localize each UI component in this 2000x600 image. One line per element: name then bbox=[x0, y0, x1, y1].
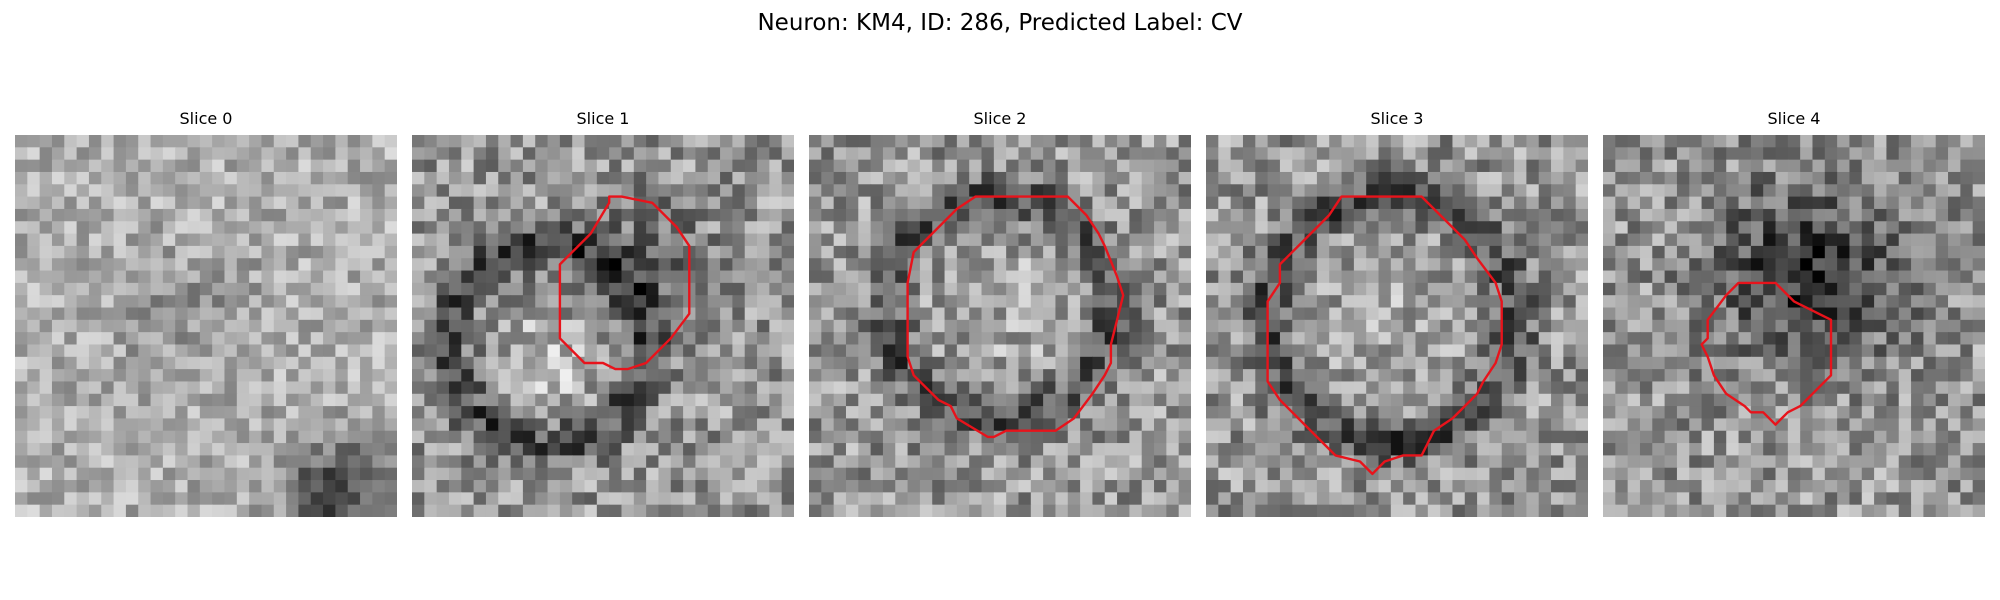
figure-title: Neuron: KM4, ID: 286, Predicted Label: C… bbox=[757, 10, 1243, 36]
red-contour bbox=[558, 195, 691, 371]
pixel-grid bbox=[412, 135, 794, 517]
pixel-grid bbox=[809, 135, 1191, 517]
slice-title: Slice 4 bbox=[1767, 109, 1821, 128]
slice-image bbox=[1206, 135, 1588, 517]
slice-image bbox=[1603, 135, 1985, 517]
slice-panel-3: Slice 3 bbox=[1206, 108, 1588, 518]
red-contour bbox=[906, 195, 1125, 439]
slice-title: Slice 1 bbox=[576, 109, 630, 128]
pixel-grid bbox=[15, 135, 397, 517]
slice-panel-2: Slice 2 bbox=[809, 108, 1191, 518]
slice-title: Slice 2 bbox=[973, 109, 1027, 128]
slice-panel-4: Slice 4 bbox=[1603, 108, 1985, 518]
red-contour bbox=[1700, 281, 1833, 426]
red-contour bbox=[1266, 195, 1503, 476]
slice-title: Slice 3 bbox=[1370, 109, 1424, 128]
slice-image bbox=[809, 135, 1191, 517]
pixel-grid bbox=[1206, 135, 1588, 517]
slice-image bbox=[15, 135, 397, 517]
slice-panel-1: Slice 1 bbox=[412, 108, 794, 518]
slice-image bbox=[412, 135, 794, 517]
slice-title: Slice 0 bbox=[179, 109, 233, 128]
slice-panel-0: Slice 0 bbox=[15, 108, 397, 518]
pixel-grid bbox=[1603, 135, 1985, 517]
